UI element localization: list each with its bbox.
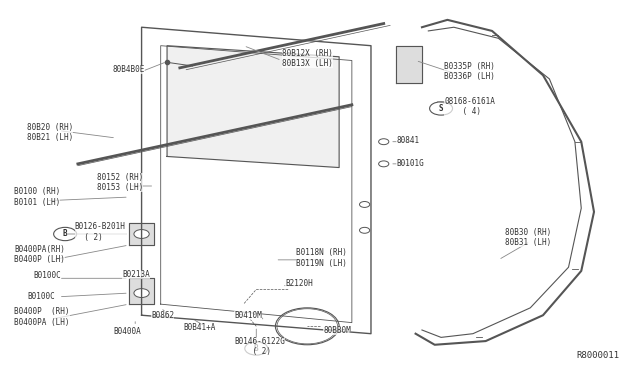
Text: 80841: 80841 bbox=[396, 136, 420, 145]
Text: B0410M: B0410M bbox=[234, 311, 262, 320]
Polygon shape bbox=[129, 223, 154, 245]
Text: B0B41+A: B0B41+A bbox=[183, 323, 216, 331]
Text: B0101G: B0101G bbox=[396, 159, 424, 169]
Circle shape bbox=[134, 230, 149, 238]
Text: B0400A: B0400A bbox=[113, 327, 141, 336]
Text: 80B20 (RH)
80B21 (LH): 80B20 (RH) 80B21 (LH) bbox=[27, 123, 73, 142]
Text: 80B4B0E: 80B4B0E bbox=[113, 65, 145, 74]
Text: B0146-6122G
    ( 2): B0146-6122G ( 2) bbox=[234, 337, 285, 356]
Circle shape bbox=[379, 161, 389, 167]
Text: 80B30 (RH)
80B31 (LH): 80B30 (RH) 80B31 (LH) bbox=[505, 228, 551, 247]
Circle shape bbox=[379, 139, 389, 145]
Text: B0213A: B0213A bbox=[122, 270, 150, 279]
Text: B0400PA(RH)
B0400P (LH): B0400PA(RH) B0400P (LH) bbox=[14, 245, 65, 264]
Text: B: B bbox=[254, 344, 259, 353]
Text: B0400P  (RH)
B0400PA (LH): B0400P (RH) B0400PA (LH) bbox=[14, 307, 70, 327]
Text: B: B bbox=[63, 230, 67, 238]
Text: B2120H: B2120H bbox=[285, 279, 313, 288]
Text: B0862: B0862 bbox=[151, 311, 174, 320]
Text: 80152 (RH)
80153 (LH): 80152 (RH) 80153 (LH) bbox=[97, 173, 143, 192]
Polygon shape bbox=[167, 46, 339, 167]
Text: B0100 (RH)
B0101 (LH): B0100 (RH) B0101 (LH) bbox=[14, 187, 60, 207]
Text: 80B12X (RH)
80B13X (LH): 80B12X (RH) 80B13X (LH) bbox=[282, 49, 333, 68]
Text: B0100C: B0100C bbox=[27, 292, 54, 301]
Text: B0335P (RH)
B0336P (LH): B0335P (RH) B0336P (LH) bbox=[444, 62, 495, 81]
Circle shape bbox=[134, 289, 149, 298]
Text: S: S bbox=[439, 104, 444, 113]
Text: 80BB0M: 80BB0M bbox=[323, 326, 351, 335]
Text: B0126-B201H
  ( 2): B0126-B201H ( 2) bbox=[75, 222, 125, 242]
Circle shape bbox=[360, 227, 370, 233]
Polygon shape bbox=[396, 46, 422, 83]
Circle shape bbox=[360, 202, 370, 208]
Text: 08168-6161A
    ( 4): 08168-6161A ( 4) bbox=[444, 97, 495, 116]
Polygon shape bbox=[129, 278, 154, 304]
Text: B0100C: B0100C bbox=[33, 271, 61, 280]
Text: R8000011: R8000011 bbox=[577, 350, 620, 359]
Text: B0118N (RH)
B0119N (LH): B0118N (RH) B0119N (LH) bbox=[296, 248, 347, 268]
